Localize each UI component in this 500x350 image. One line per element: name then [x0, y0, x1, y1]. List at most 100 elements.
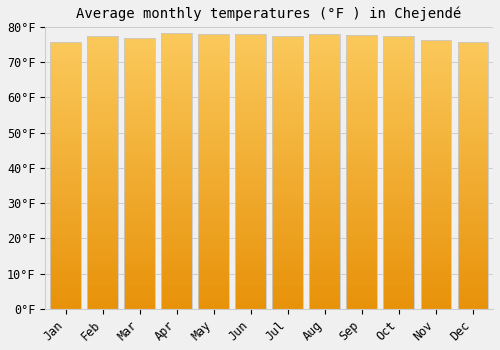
Bar [198, 52, 229, 57]
Bar [384, 254, 414, 259]
Bar [310, 181, 340, 186]
Bar [162, 125, 192, 130]
Bar [420, 224, 451, 228]
Bar [272, 168, 303, 172]
Bar [198, 153, 229, 158]
Bar [420, 291, 451, 295]
Bar [50, 251, 80, 256]
Bar [420, 71, 451, 76]
Bar [420, 49, 451, 53]
Bar [272, 236, 303, 241]
Bar [162, 300, 192, 304]
Bar [420, 134, 451, 139]
Bar [50, 211, 80, 216]
Bar [272, 291, 303, 295]
Bar [198, 254, 229, 259]
Bar [420, 174, 451, 179]
Bar [88, 36, 118, 41]
Bar [88, 109, 118, 113]
Bar [88, 295, 118, 300]
Bar [236, 277, 266, 281]
Bar [272, 199, 303, 204]
Bar [420, 40, 451, 44]
Bar [384, 77, 414, 81]
Bar [420, 179, 451, 183]
Bar [162, 176, 192, 181]
Bar [124, 146, 154, 151]
Bar [198, 107, 229, 112]
Bar [420, 206, 451, 210]
Bar [236, 254, 266, 259]
Bar [458, 122, 488, 126]
Bar [88, 259, 118, 264]
Bar [346, 295, 377, 300]
Bar [346, 199, 377, 204]
Bar [272, 99, 303, 104]
Bar [50, 238, 80, 242]
Bar [458, 175, 488, 180]
Bar [310, 190, 340, 195]
Bar [272, 273, 303, 277]
Bar [162, 153, 192, 158]
Bar [88, 218, 118, 223]
Bar [310, 112, 340, 117]
Bar [50, 69, 80, 74]
Bar [50, 269, 80, 273]
Bar [420, 130, 451, 134]
Bar [346, 204, 377, 209]
Bar [236, 34, 266, 39]
Bar [236, 62, 266, 66]
Bar [162, 98, 192, 102]
Bar [236, 304, 266, 309]
Bar [198, 34, 229, 309]
Bar [458, 242, 488, 247]
Bar [346, 213, 377, 218]
Bar [88, 173, 118, 177]
Bar [162, 295, 192, 300]
Bar [346, 227, 377, 231]
Bar [162, 263, 192, 268]
Bar [420, 210, 451, 215]
Bar [384, 118, 414, 122]
Bar [198, 158, 229, 162]
Bar [88, 268, 118, 273]
Bar [198, 263, 229, 268]
Bar [384, 149, 414, 154]
Bar [50, 278, 80, 282]
Bar [236, 48, 266, 52]
Bar [236, 217, 266, 222]
Bar [384, 199, 414, 204]
Bar [162, 134, 192, 139]
Bar [272, 190, 303, 195]
Bar [88, 264, 118, 268]
Bar [236, 94, 266, 98]
Bar [236, 231, 266, 236]
Bar [458, 95, 488, 100]
Bar [198, 112, 229, 117]
Bar [384, 177, 414, 181]
Bar [50, 149, 80, 153]
Bar [50, 118, 80, 122]
Bar [50, 296, 80, 300]
Bar [420, 62, 451, 67]
Bar [420, 85, 451, 89]
Bar [124, 259, 154, 264]
Bar [198, 48, 229, 52]
Bar [420, 242, 451, 246]
Bar [50, 74, 80, 78]
Bar [124, 61, 154, 65]
Bar [88, 136, 118, 141]
Bar [124, 88, 154, 92]
Bar [162, 89, 192, 93]
Bar [420, 304, 451, 309]
Bar [124, 255, 154, 259]
Bar [124, 38, 154, 309]
Bar [124, 56, 154, 61]
Bar [384, 172, 414, 177]
Bar [346, 126, 377, 131]
Bar [272, 186, 303, 190]
Bar [310, 98, 340, 103]
Bar [198, 57, 229, 62]
Bar [272, 295, 303, 300]
Bar [384, 264, 414, 268]
